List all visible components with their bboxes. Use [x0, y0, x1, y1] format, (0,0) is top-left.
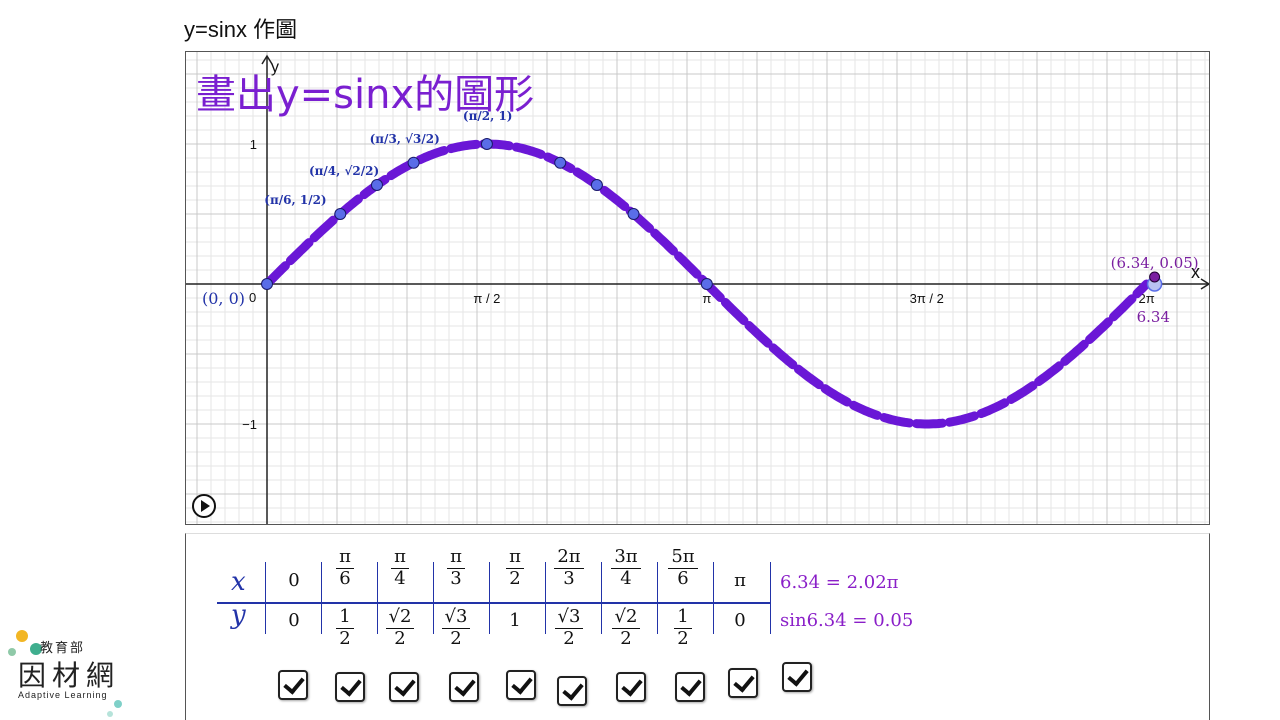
y-axis-label: y [271, 59, 279, 76]
point-toggle-checkbox[interactable] [675, 672, 705, 702]
table-y-cell: √2 2 [599, 606, 653, 649]
table-column-divider [489, 562, 490, 634]
point-toggle-checkbox[interactable] [335, 672, 365, 702]
logo-graphic [8, 630, 122, 717]
table-point [480, 138, 493, 150]
table-point [700, 278, 713, 290]
table-header-rule [217, 602, 770, 604]
page-title: y=sinx 作圖 [184, 17, 298, 42]
origin-point-label: (0, 0) [202, 289, 245, 308]
table-y-cell: √2 2 [373, 606, 427, 649]
slider-value-label: 6.34 [1137, 308, 1170, 326]
table-point [627, 208, 640, 220]
table-column-divider [433, 562, 434, 634]
table-x-cell: 2π 3 [542, 546, 596, 589]
table-point [334, 208, 347, 220]
table-point [370, 179, 383, 192]
table-point [407, 156, 420, 169]
table-y-cell: √3 2 [429, 606, 483, 649]
point-label-pi6: (π/6, 1/2) [264, 193, 326, 207]
point-toggle-checkbox[interactable] [449, 672, 479, 702]
table-y-label: y [231, 600, 246, 630]
table-point [554, 156, 567, 169]
point-toggle-checkbox[interactable] [728, 668, 758, 698]
x-tick-label: π / 2 [473, 291, 500, 306]
table-column-divider [657, 562, 658, 634]
y-tick-label: 1 [250, 137, 257, 152]
graph-heading: 畫出y=sinx的圖形 [196, 72, 535, 118]
logo-main-text: 因材網 [18, 659, 121, 692]
logo-sub-text: Adaptive Learning [18, 690, 108, 700]
point-label-pi2: (π/2, 1) [463, 109, 513, 123]
table-y-cell: 1 [509, 610, 521, 631]
moving-point [1149, 271, 1161, 283]
x-tick-label: 2π [1139, 291, 1155, 306]
x-value-note: 6.34 = 2.02π [780, 572, 899, 593]
origin-tick-label: 0 [249, 290, 256, 305]
logo-ministry-text: 教育部 [40, 640, 86, 655]
point-toggle-checkbox[interactable] [506, 670, 536, 700]
y-value-note: sin6.34 = 0.05 [780, 610, 914, 631]
point-label-pi4: (π/4, √2/2) [309, 164, 379, 178]
table-column-divider [713, 562, 714, 634]
table-x-cell: 3π 4 [599, 546, 653, 589]
point-toggle-checkbox[interactable] [782, 662, 812, 692]
table-y-cell: √3 2 [542, 606, 596, 649]
table-column-divider [265, 562, 266, 634]
x-axis-label: x [1191, 262, 1200, 282]
table-y-cell: 0 [734, 610, 746, 631]
table-x-cell: 5π 6 [656, 546, 710, 589]
play-animation-button[interactable] [192, 494, 216, 518]
point-label-pi3: (π/3, √3/2) [370, 132, 440, 146]
table-column-divider [545, 562, 546, 634]
table-column-divider [321, 562, 322, 634]
point-toggle-checkbox[interactable] [278, 670, 308, 700]
table-column-divider [770, 562, 771, 634]
table-point [590, 179, 603, 192]
y-axis-arrow [261, 54, 273, 65]
x-tick-label: 3π / 2 [910, 291, 944, 306]
table-y-cell: 0 [288, 610, 300, 631]
table-column-divider [601, 562, 602, 634]
graph-view[interactable]: x y 0 π / 2 π 3π / 2 2π 1 −1 (0, 0) (π/6, 1/2) (π/4… [185, 51, 1210, 525]
table-x-cell: π [734, 570, 746, 591]
table-x-label: x [231, 567, 246, 597]
x-tick-label: π [702, 291, 711, 306]
table-x-cell: 0 [288, 570, 300, 591]
table-point [261, 278, 273, 290]
graph-canvas[interactable]: x y 0 π / 2 π 3π / 2 2π 1 −1 (0, 0) (π/6, 1/2) (π/4… [186, 52, 1210, 525]
point-toggle-checkbox[interactable] [616, 672, 646, 702]
x-axis-arrow [1200, 278, 1209, 290]
point-toggle-checkbox[interactable] [557, 676, 587, 706]
moving-point-label: (6.34, 0.05) [1111, 254, 1199, 272]
y-tick-label: −1 [242, 417, 257, 432]
table-column-divider [377, 562, 378, 634]
point-toggle-checkbox[interactable] [389, 672, 419, 702]
